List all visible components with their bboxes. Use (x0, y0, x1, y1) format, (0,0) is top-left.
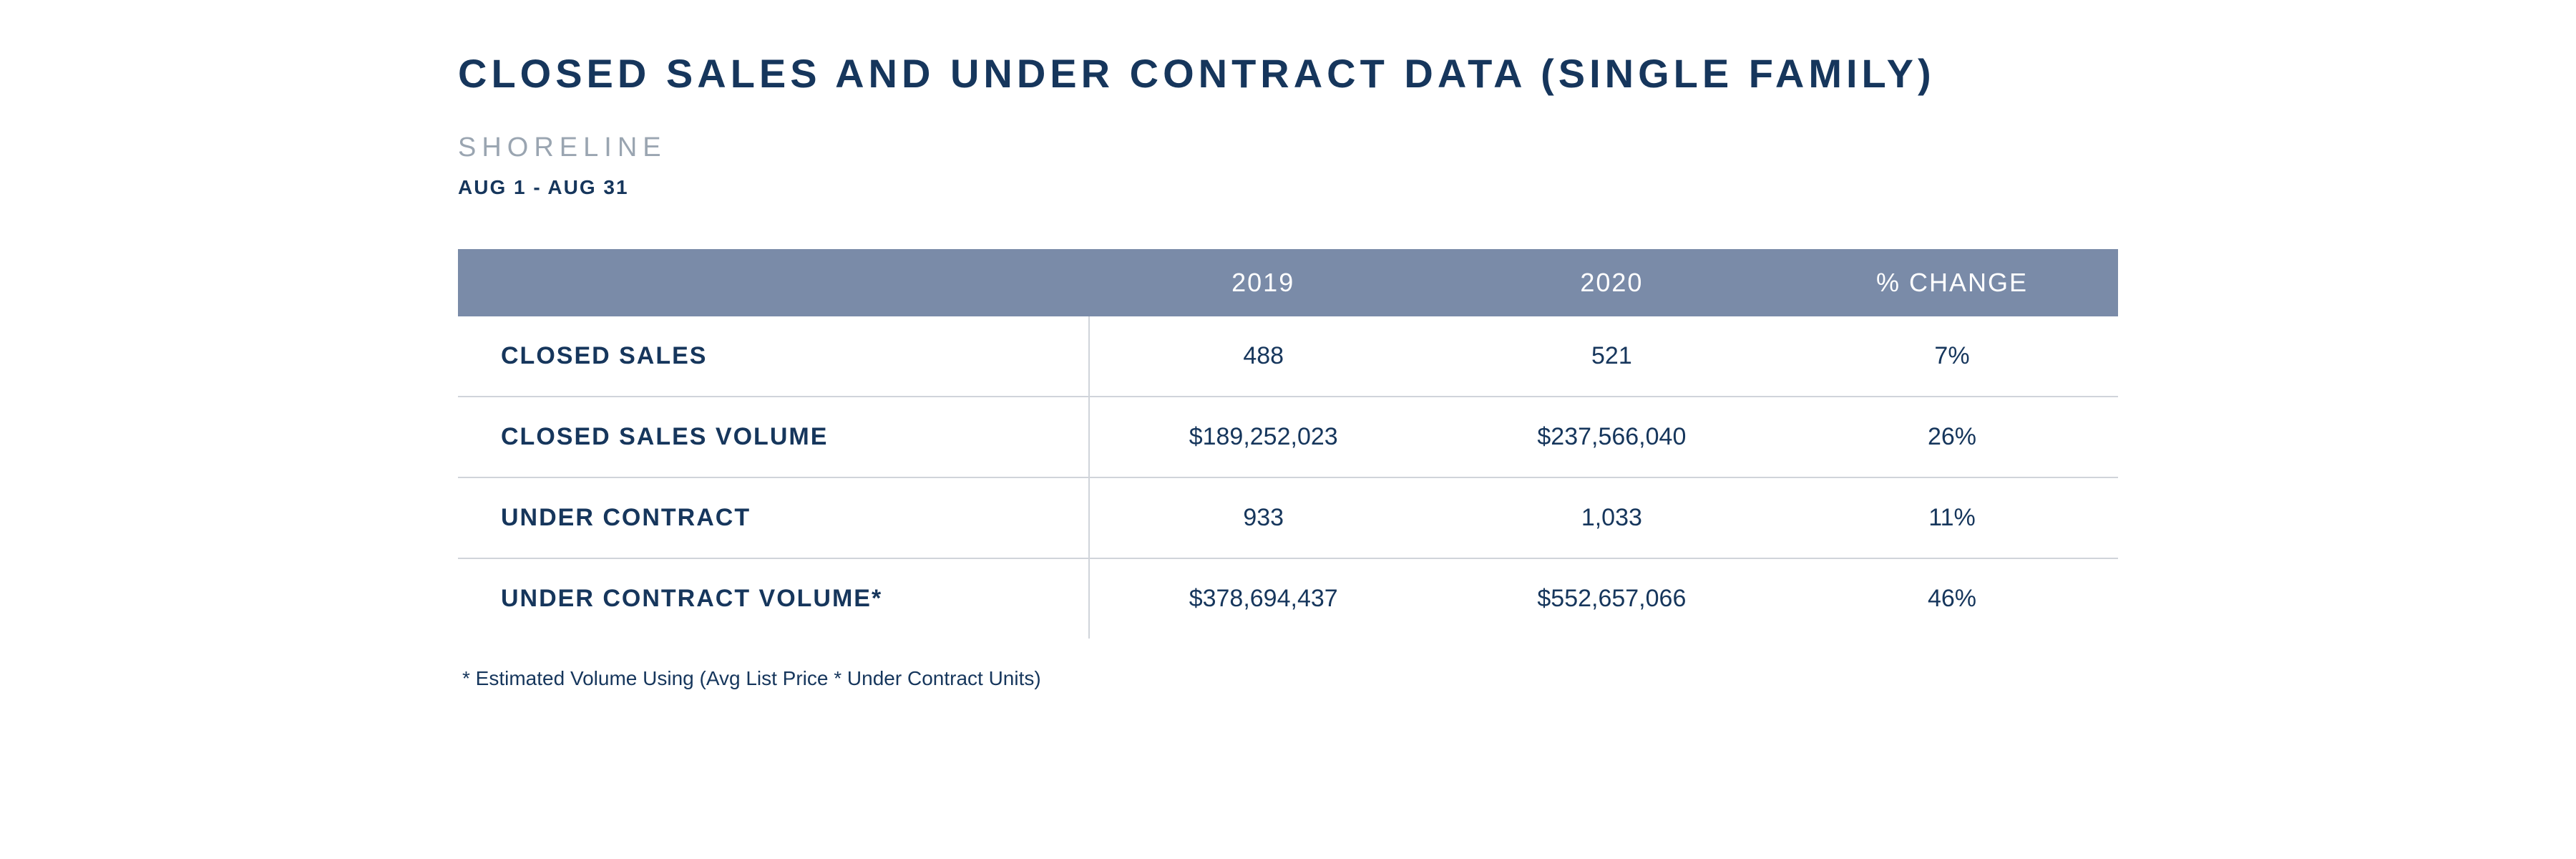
cell-value: 521 (1438, 316, 1786, 397)
table-row: UNDER CONTRACT 933 1,033 11% (458, 477, 2118, 558)
table-row: CLOSED SALES VOLUME $189,252,023 $237,56… (458, 397, 2118, 477)
date-range: AUG 1 - AUG 31 (458, 176, 2118, 199)
cell-value: 488 (1089, 316, 1438, 397)
table-row: UNDER CONTRACT VOLUME* $378,694,437 $552… (458, 558, 2118, 639)
cell-value: $189,252,023 (1089, 397, 1438, 477)
cell-value: 11% (1786, 477, 2118, 558)
table-row: CLOSED SALES 488 521 7% (458, 316, 2118, 397)
sales-data-table: 2019 2020 % CHANGE CLOSED SALES 488 521 … (458, 249, 2118, 639)
row-label: CLOSED SALES VOLUME (458, 397, 1089, 477)
cell-value: 1,033 (1438, 477, 1786, 558)
table-header-change: % CHANGE (1786, 249, 2118, 316)
table-header-blank (458, 249, 1089, 316)
cell-value: $237,566,040 (1438, 397, 1786, 477)
cell-value: $552,657,066 (1438, 558, 1786, 639)
table-header-2019: 2019 (1089, 249, 1438, 316)
footnote: * Estimated Volume Using (Avg List Price… (458, 667, 2118, 690)
cell-value: 933 (1089, 477, 1438, 558)
row-label: UNDER CONTRACT (458, 477, 1089, 558)
subtitle: SHORELINE (458, 132, 2118, 163)
table-header-2020: 2020 (1438, 249, 1786, 316)
page-title: CLOSED SALES AND UNDER CONTRACT DATA (SI… (458, 50, 2118, 97)
row-label: UNDER CONTRACT VOLUME* (458, 558, 1089, 639)
table-header-row: 2019 2020 % CHANGE (458, 249, 2118, 316)
cell-value: 46% (1786, 558, 2118, 639)
cell-value: 7% (1786, 316, 2118, 397)
row-label: CLOSED SALES (458, 316, 1089, 397)
cell-value: $378,694,437 (1089, 558, 1438, 639)
cell-value: 26% (1786, 397, 2118, 477)
